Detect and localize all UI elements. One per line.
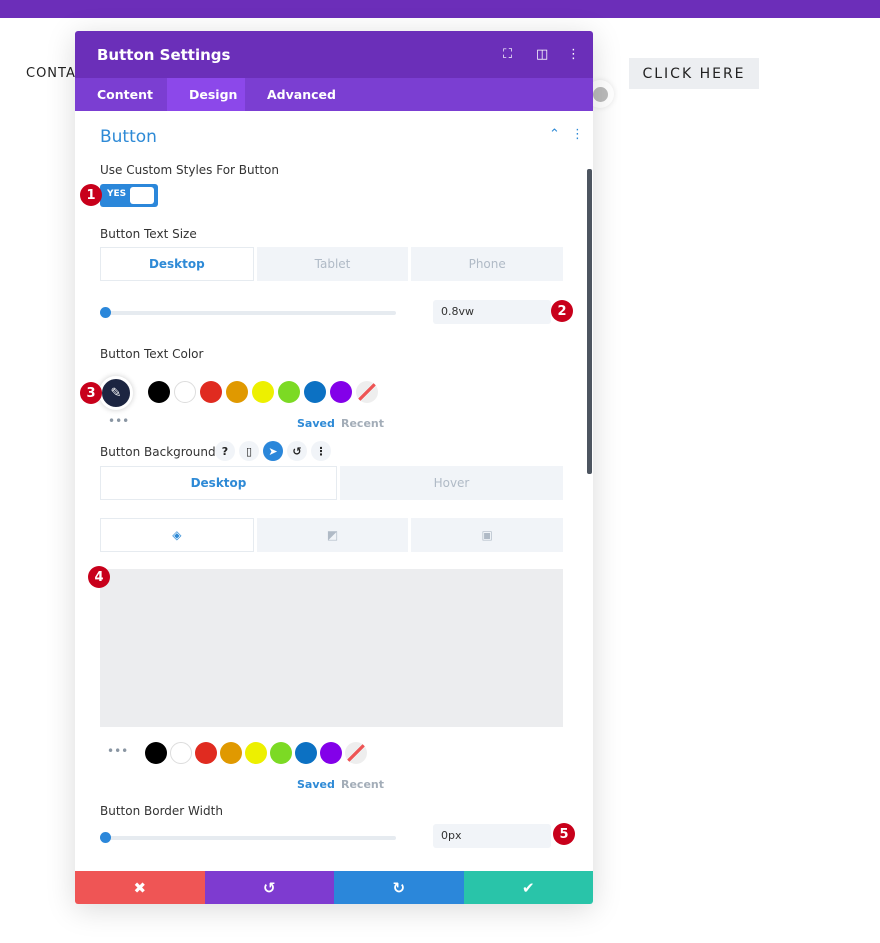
save-button[interactable]: ✔ bbox=[463, 871, 593, 904]
device-phone[interactable]: Phone bbox=[411, 247, 564, 281]
color-swatch[interactable] bbox=[174, 381, 196, 403]
tab-design[interactable]: Design bbox=[167, 78, 245, 111]
tab-content[interactable]: Content bbox=[97, 87, 153, 102]
color-swatch[interactable] bbox=[330, 381, 352, 403]
background-option-icons: ? ▯ ➤ ↺ ⋮ bbox=[215, 441, 331, 461]
badge-3: 3 bbox=[80, 382, 102, 404]
saved-tab[interactable]: Saved bbox=[297, 417, 335, 430]
custom-styles-toggle[interactable]: YES bbox=[100, 184, 158, 207]
gradient-icon[interactable]: ◩ bbox=[256, 518, 409, 552]
section-menu-icon[interactable]: ⋮ bbox=[571, 127, 584, 142]
button-settings-modal: Button Settings ⛶ ◫ ⋮ Content Design Adv… bbox=[75, 31, 593, 904]
text-color-swatches bbox=[148, 381, 378, 403]
chevron-up-icon[interactable]: ⌃ bbox=[549, 127, 560, 142]
split-view-icon[interactable]: ◫ bbox=[536, 47, 549, 62]
cancel-button[interactable]: ✖ bbox=[75, 871, 205, 904]
click-here-button[interactable]: CLICK HERE bbox=[629, 58, 759, 89]
modal-title: Button Settings bbox=[97, 46, 231, 64]
device-desktop[interactable]: Desktop bbox=[100, 247, 254, 281]
eyedropper-icon[interactable]: ✎ bbox=[99, 376, 133, 410]
saved-tab[interactable]: Saved bbox=[297, 778, 335, 791]
color-swatch[interactable] bbox=[245, 742, 267, 764]
text-size-slider-handle[interactable] bbox=[100, 307, 111, 318]
text-size-input[interactable]: 0.8vw bbox=[433, 300, 551, 324]
tab-advanced[interactable]: Advanced bbox=[267, 87, 336, 102]
section-title[interactable]: Button bbox=[100, 127, 157, 147]
text-size-label: Button Text Size bbox=[100, 227, 197, 241]
custom-styles-label: Use Custom Styles For Button bbox=[100, 163, 279, 177]
more-colors-icon[interactable]: ••• bbox=[108, 414, 130, 428]
color-swatch[interactable] bbox=[320, 742, 342, 764]
reset-icon[interactable]: ↺ bbox=[287, 441, 307, 461]
undo-button[interactable]: ↺ bbox=[204, 871, 334, 904]
fullscreen-icon[interactable]: ⛶ bbox=[503, 47, 513, 62]
options-icon[interactable]: ⋮ bbox=[311, 441, 331, 461]
modal-header: Button Settings ⛶ ◫ ⋮ bbox=[75, 31, 593, 78]
border-width-slider[interactable] bbox=[100, 836, 396, 840]
state-desktop[interactable]: Desktop bbox=[100, 466, 337, 500]
text-color-label: Button Text Color bbox=[100, 347, 204, 361]
color-swatch[interactable] bbox=[148, 381, 170, 403]
device-tablet[interactable]: Tablet bbox=[256, 247, 409, 281]
border-width-label: Button Border Width bbox=[100, 804, 223, 818]
border-width-input[interactable]: 0px bbox=[433, 824, 551, 848]
badge-5: 5 bbox=[553, 823, 575, 845]
color-swatch[interactable] bbox=[220, 742, 242, 764]
color-fill-icon[interactable]: ◈ bbox=[100, 518, 254, 552]
top-bar bbox=[0, 0, 880, 18]
help-icon[interactable]: ? bbox=[215, 441, 235, 461]
more-options-icon[interactable]: ⋮ bbox=[567, 47, 580, 62]
no-color-swatch[interactable] bbox=[356, 381, 378, 403]
color-swatch[interactable] bbox=[252, 381, 274, 403]
no-color-swatch[interactable] bbox=[345, 742, 367, 764]
color-swatch[interactable] bbox=[270, 742, 292, 764]
color-swatch[interactable] bbox=[295, 742, 317, 764]
toggle-value: YES bbox=[107, 189, 127, 199]
hover-cursor-icon[interactable]: ➤ bbox=[263, 441, 283, 461]
modal-footer: ✖ ↺ ↻ ✔ bbox=[75, 871, 593, 904]
modal-tabs: Content Design Advanced bbox=[75, 78, 593, 111]
color-swatch[interactable] bbox=[195, 742, 217, 764]
image-icon[interactable]: ▣ bbox=[411, 518, 564, 552]
scrollbar[interactable] bbox=[587, 169, 592, 474]
more-colors-icon[interactable]: ••• bbox=[107, 744, 129, 758]
mobile-icon[interactable]: ▯ bbox=[239, 441, 259, 461]
color-swatch[interactable] bbox=[304, 381, 326, 403]
recent-tab[interactable]: Recent bbox=[341, 778, 385, 791]
background-type-tabs: ◈ ◩ ▣ bbox=[100, 518, 564, 552]
recent-tab[interactable]: Recent bbox=[341, 417, 385, 430]
color-swatch[interactable] bbox=[278, 381, 300, 403]
color-swatch[interactable] bbox=[145, 742, 167, 764]
text-size-device-tabs: Desktop Tablet Phone bbox=[100, 247, 564, 281]
redo-button[interactable]: ↻ bbox=[334, 871, 464, 904]
border-width-slider-handle[interactable] bbox=[100, 832, 111, 843]
background-color-swatches bbox=[145, 742, 367, 764]
badge-2: 2 bbox=[551, 300, 573, 322]
text-size-slider[interactable] bbox=[100, 311, 396, 315]
background-preview[interactable] bbox=[100, 569, 563, 727]
background-label: Button Background bbox=[100, 445, 216, 459]
color-swatch[interactable] bbox=[200, 381, 222, 403]
background-state-tabs: Desktop Hover bbox=[100, 466, 563, 500]
color-swatch[interactable] bbox=[226, 381, 248, 403]
badge-4: 4 bbox=[88, 566, 110, 588]
state-hover[interactable]: Hover bbox=[339, 466, 563, 500]
nav-contact[interactable]: CONTA bbox=[26, 66, 76, 81]
badge-1: 1 bbox=[80, 184, 102, 206]
color-swatch[interactable] bbox=[170, 742, 192, 764]
